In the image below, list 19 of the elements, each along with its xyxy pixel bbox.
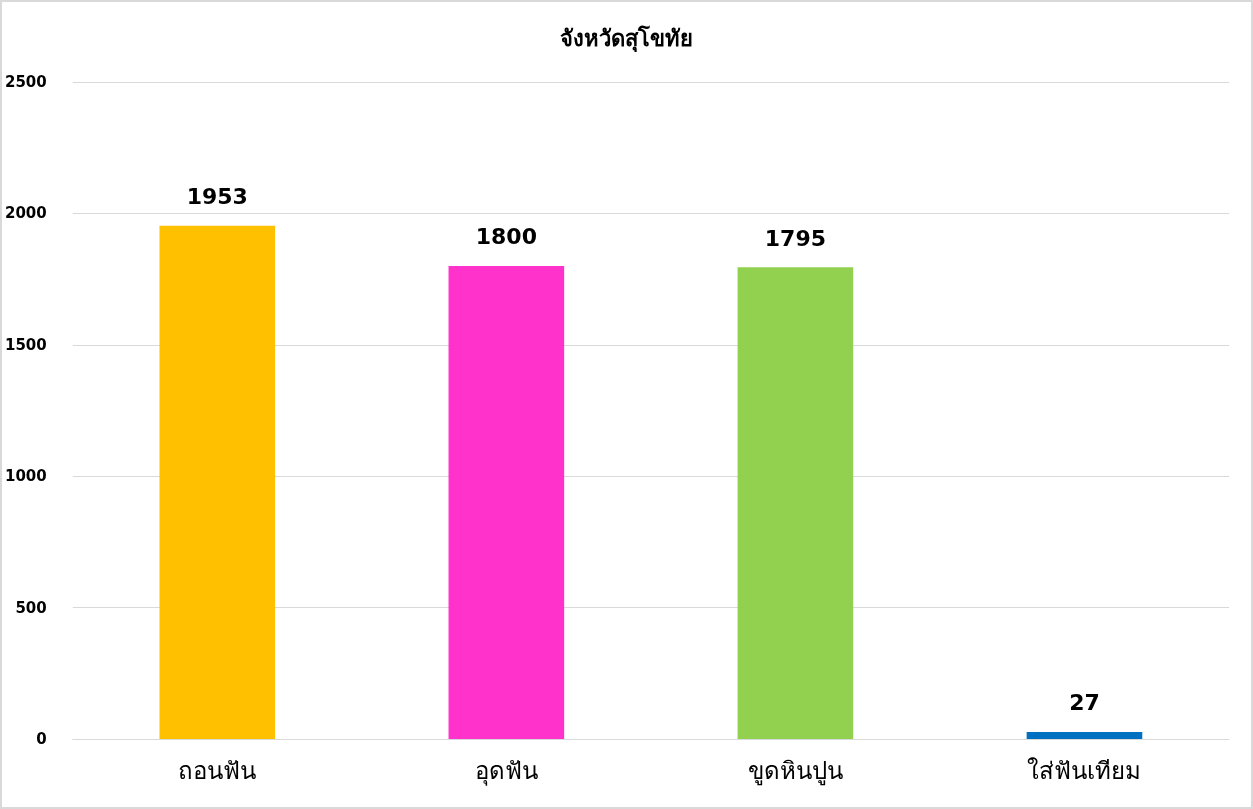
y-tick-label: 0 [36, 730, 47, 748]
y-tick-label: 1500 [5, 335, 47, 354]
y-tick-label: 2000 [5, 204, 47, 223]
y-tick-label: 1000 [5, 467, 47, 486]
x-tick-label: ถอนฟัน [178, 757, 257, 785]
data-label: 1953 [186, 184, 248, 210]
y-tick-label: 2500 [5, 73, 47, 91]
x-tick-label: ขูดหินปูน [747, 757, 843, 786]
x-tick-label: อุดฟัน [474, 757, 538, 786]
data-label: 1795 [764, 225, 827, 251]
bar [737, 267, 854, 739]
y-tick-label: 500 [15, 598, 47, 617]
data-label: 1800 [475, 224, 537, 250]
bar [448, 265, 565, 739]
bar [1026, 731, 1143, 739]
data-label: 27 [1069, 690, 1100, 716]
bar [159, 225, 276, 739]
x-tick-label: ใส่ฟันเทียม [1027, 757, 1142, 785]
chart-title: จังหวัดสุโขทัย [560, 24, 693, 53]
